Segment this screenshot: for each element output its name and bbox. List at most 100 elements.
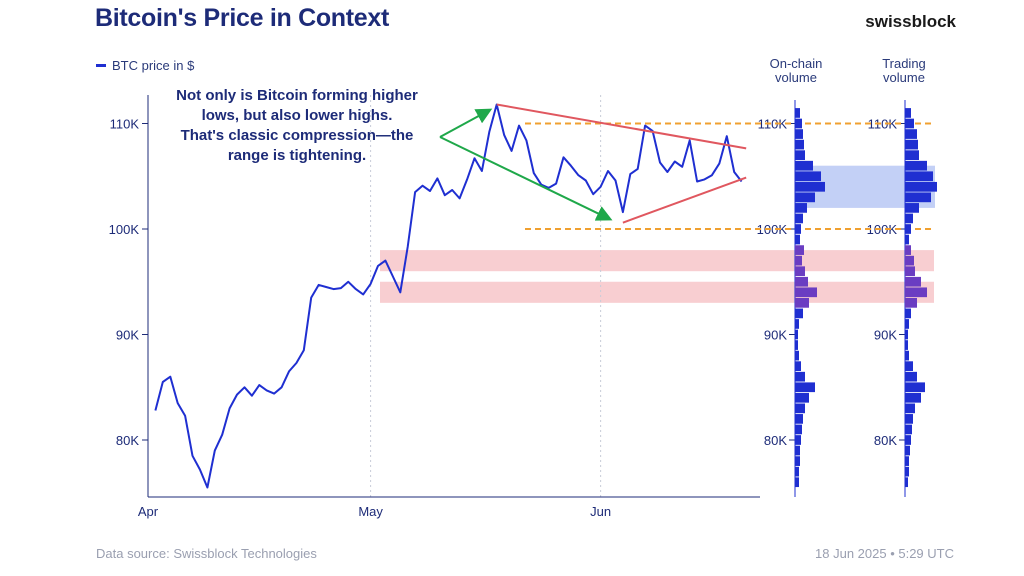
x-tick-label: Apr [138, 504, 159, 519]
onchain-y-tick-label: 90K [764, 328, 787, 343]
chart-title: Bitcoin's Price in Context [95, 4, 390, 32]
annotation-line: That's classic compression—the [180, 127, 414, 144]
data-source: Data source: Swissblock Technologies [96, 546, 317, 561]
trading-volume-bar [905, 171, 933, 182]
onchain-title-line1: On-chain [769, 56, 823, 71]
annotation-text: Not only is Bitcoin forming higher lows,… [158, 86, 436, 166]
trading-volume-bar [905, 276, 921, 287]
onchain-volume-bar [795, 435, 801, 445]
legend-label: BTC price in $ [112, 58, 195, 73]
trading-y-tick-label: 110K [868, 117, 898, 132]
onchain-volume-bar [795, 150, 805, 161]
annotation-line: range is tightening. [227, 147, 367, 164]
trading-volume-bar [905, 350, 909, 361]
onchain-volume-bar [795, 266, 805, 277]
price-line [154, 103, 743, 489]
annotation-line: Not only is Bitcoin forming higher [176, 87, 418, 104]
trading-volume-bar [905, 150, 919, 161]
onchain-volume-bar [795, 403, 805, 414]
onchain-volume-bar [795, 139, 804, 150]
trading-volume-bar [905, 466, 909, 477]
onchain-volume-bar [795, 234, 800, 245]
trading-volume-bar [905, 424, 912, 435]
onchain-volume-bar [795, 308, 803, 319]
legend: BTC price in $ [96, 58, 194, 73]
onchain-volume-bar [795, 160, 813, 171]
trading-volume-bar [905, 403, 915, 414]
onchain-volume-bar [795, 213, 803, 224]
timestamp: 18 Jun 2025 • 5:29 UTC [815, 546, 954, 561]
trading-volume-bar [905, 245, 911, 255]
triangle-upper-line [496, 103, 747, 150]
annotation-line: lows, but also lower highs. [201, 107, 393, 124]
onchain-volume-bar [795, 245, 804, 255]
onchain-volume-bar [795, 297, 809, 308]
y-tick-label: 100K [109, 222, 140, 237]
trading-y-tick-label: 100K [867, 222, 898, 237]
arrow-to-low [439, 136, 613, 221]
trading-volume-bar [905, 255, 914, 266]
onchain-volume-bar [795, 192, 815, 203]
trading-volume-bar [905, 477, 908, 488]
trading-volume-bar [905, 319, 909, 329]
trading-volume-bar [905, 129, 917, 139]
trading-volume-bar [905, 139, 918, 150]
onchain-volume-bar [795, 466, 799, 477]
trading-volume-bar [905, 435, 911, 445]
arrow-to-high [439, 108, 493, 138]
onchain-volume-bar [795, 392, 809, 403]
trading-volume-bar [905, 287, 927, 298]
y-tick-label: 80K [116, 433, 139, 448]
trading-volume-bar [905, 445, 910, 456]
onchain-volume-bar [795, 276, 808, 287]
trading-volume-bar [905, 392, 921, 403]
trading-title-line2: volume [883, 70, 925, 85]
trading-volume-bar [905, 297, 917, 308]
onchain-volume-bar [795, 414, 803, 424]
trading-volume-bar [905, 414, 913, 424]
trading-volume-bar [905, 266, 915, 277]
onchain-volume-bar [795, 371, 805, 382]
trading-volume-bar [905, 224, 911, 234]
x-tick-label: Jun [590, 504, 611, 519]
legend-swatch [96, 64, 106, 67]
onchain-volume-bar [795, 118, 802, 129]
trading-volume-bar [905, 160, 927, 171]
onchain-volume-bar [795, 224, 801, 234]
y-tick-label: 110K [110, 117, 140, 132]
onchain-volume-bar [795, 361, 801, 372]
onchain-y-tick-label: 100K [757, 222, 788, 237]
onchain-volume-bar [795, 108, 800, 118]
onchain-volume-bar [795, 424, 802, 435]
trading-volume-bar [905, 456, 909, 466]
trading-volume-bar [905, 361, 913, 372]
onchain-volume-bar [795, 477, 799, 488]
onchain-title-line2: volume [775, 70, 817, 85]
onchain-volume-bar [795, 181, 825, 192]
onchain-volume-bar [795, 382, 815, 393]
support-band [380, 281, 934, 303]
x-tick-label: May [358, 504, 383, 519]
brand-logo: swissblock [865, 12, 956, 31]
onchain-volume-bar [795, 456, 800, 466]
trading-volume-title: Trading volume [866, 57, 942, 85]
onchain-volume-bar [795, 129, 803, 139]
trading-volume-bar [905, 213, 913, 224]
trading-volume-bar [905, 118, 914, 129]
trading-volume-bar [905, 181, 937, 192]
trading-volume-bar [905, 108, 911, 118]
trading-volume-bar [905, 329, 908, 340]
triangle-lower-line [622, 176, 747, 224]
onchain-volume-bar [795, 340, 798, 350]
trading-volume-bar [905, 308, 911, 319]
onchain-volume-bar [795, 287, 817, 298]
onchain-volume-bar [795, 319, 799, 329]
trading-title-line1: Trading [882, 56, 926, 71]
onchain-volume-bar [795, 350, 799, 361]
trading-volume-bar [905, 234, 909, 245]
onchain-volume-bar [795, 255, 802, 266]
trading-volume-bar [905, 340, 908, 350]
trading-volume-bar [905, 371, 917, 382]
onchain-volume-bar [795, 445, 800, 456]
onchain-volume-bar [795, 329, 798, 340]
